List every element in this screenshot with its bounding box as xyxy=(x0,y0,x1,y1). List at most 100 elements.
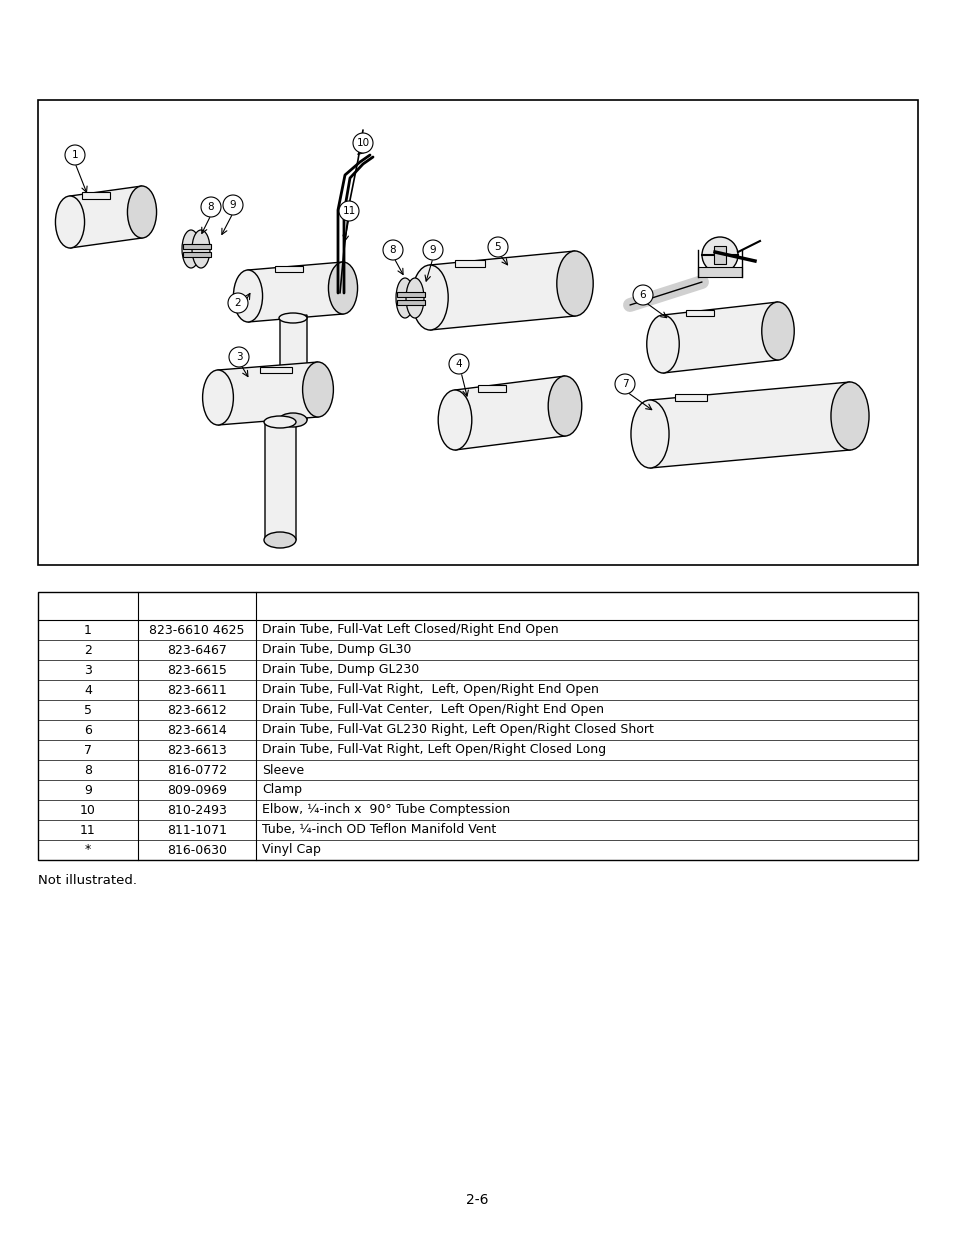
Text: 5: 5 xyxy=(84,704,91,716)
Text: 9: 9 xyxy=(84,783,91,797)
Text: 823-6614: 823-6614 xyxy=(167,724,227,736)
Text: 9: 9 xyxy=(230,200,236,210)
Circle shape xyxy=(382,240,402,261)
Circle shape xyxy=(422,240,442,261)
Circle shape xyxy=(229,347,249,367)
Text: 5: 5 xyxy=(495,242,500,252)
Text: 9: 9 xyxy=(429,245,436,254)
Polygon shape xyxy=(455,375,564,450)
Text: 3: 3 xyxy=(235,352,242,362)
Text: 8: 8 xyxy=(84,763,91,777)
Text: 823-6611: 823-6611 xyxy=(167,683,227,697)
Bar xyxy=(675,394,706,401)
Text: Tube, ¼-inch OD Teflon Manifold Vent: Tube, ¼-inch OD Teflon Manifold Vent xyxy=(262,824,496,836)
Circle shape xyxy=(701,237,738,273)
Text: Drain Tube, Dump GL30: Drain Tube, Dump GL30 xyxy=(262,643,411,657)
Circle shape xyxy=(228,293,248,312)
Bar xyxy=(274,266,303,272)
Text: 823-6612: 823-6612 xyxy=(167,704,227,716)
Bar xyxy=(260,367,292,373)
Text: 8: 8 xyxy=(208,203,214,212)
Circle shape xyxy=(615,374,635,394)
Text: Drain Tube, Dump GL230: Drain Tube, Dump GL230 xyxy=(262,663,418,677)
Circle shape xyxy=(338,201,358,221)
Text: 6: 6 xyxy=(84,724,91,736)
Ellipse shape xyxy=(202,370,233,425)
Polygon shape xyxy=(70,186,142,248)
Bar xyxy=(396,291,424,296)
Polygon shape xyxy=(649,382,849,468)
Text: 7: 7 xyxy=(84,743,91,757)
Ellipse shape xyxy=(302,362,333,417)
Text: 823-6467: 823-6467 xyxy=(167,643,227,657)
Ellipse shape xyxy=(128,186,156,238)
Ellipse shape xyxy=(233,270,262,322)
Text: 2-6: 2-6 xyxy=(465,1193,488,1207)
Text: 816-0772: 816-0772 xyxy=(167,763,227,777)
Text: 823-6613: 823-6613 xyxy=(167,743,227,757)
Text: 10: 10 xyxy=(356,138,369,148)
Ellipse shape xyxy=(395,278,414,317)
Ellipse shape xyxy=(55,196,85,248)
Bar xyxy=(698,267,741,277)
Text: Elbow, ¼-inch x  90° Tube Comptession: Elbow, ¼-inch x 90° Tube Comptession xyxy=(262,804,510,816)
Bar xyxy=(477,385,505,391)
Text: Sleeve: Sleeve xyxy=(262,763,304,777)
Text: 2: 2 xyxy=(234,298,241,308)
Text: 823-6615: 823-6615 xyxy=(167,663,227,677)
Polygon shape xyxy=(662,303,778,373)
Text: Not illustrated.: Not illustrated. xyxy=(38,874,137,887)
Text: 3: 3 xyxy=(84,663,91,677)
Text: *: * xyxy=(85,844,91,857)
Ellipse shape xyxy=(830,382,868,450)
Text: 6: 6 xyxy=(639,290,645,300)
Text: 11: 11 xyxy=(342,206,355,216)
Text: 1: 1 xyxy=(71,149,78,161)
Bar xyxy=(455,261,484,267)
Circle shape xyxy=(353,133,373,153)
Text: 4: 4 xyxy=(84,683,91,697)
Ellipse shape xyxy=(328,262,357,314)
Text: Clamp: Clamp xyxy=(262,783,302,797)
Polygon shape xyxy=(248,262,343,322)
Ellipse shape xyxy=(406,278,423,317)
Ellipse shape xyxy=(630,400,668,468)
Text: Vinyl Cap: Vinyl Cap xyxy=(262,844,320,857)
Text: Drain Tube, Full-Vat Left Closed/Right End Open: Drain Tube, Full-Vat Left Closed/Right E… xyxy=(262,624,558,636)
Bar xyxy=(183,245,211,249)
Text: 816-0630: 816-0630 xyxy=(167,844,227,857)
Text: 1: 1 xyxy=(84,624,91,636)
Circle shape xyxy=(201,198,221,217)
Text: Drain Tube, Full-Vat GL230 Right, Left Open/Right Closed Short: Drain Tube, Full-Vat GL230 Right, Left O… xyxy=(262,724,653,736)
Text: Drain Tube, Full-Vat Right,  Left, Open/Right End Open: Drain Tube, Full-Vat Right, Left, Open/R… xyxy=(262,683,598,697)
Polygon shape xyxy=(218,362,317,425)
Bar xyxy=(38,592,917,860)
Polygon shape xyxy=(280,315,307,420)
Ellipse shape xyxy=(412,266,448,330)
Bar xyxy=(396,300,424,305)
Ellipse shape xyxy=(264,416,295,429)
Ellipse shape xyxy=(182,230,200,268)
Ellipse shape xyxy=(278,312,307,324)
Ellipse shape xyxy=(192,230,210,268)
Ellipse shape xyxy=(278,412,307,427)
Text: 11: 11 xyxy=(80,824,95,836)
Text: Drain Tube, Full-Vat Right, Left Open/Right Closed Long: Drain Tube, Full-Vat Right, Left Open/Ri… xyxy=(262,743,605,757)
Text: 7: 7 xyxy=(621,379,628,389)
Text: 811-1071: 811-1071 xyxy=(167,824,227,836)
Text: 810-2493: 810-2493 xyxy=(167,804,227,816)
Ellipse shape xyxy=(760,303,794,359)
Bar xyxy=(38,100,917,564)
Text: 10: 10 xyxy=(80,804,96,816)
Circle shape xyxy=(488,237,507,257)
Bar xyxy=(82,191,110,199)
Ellipse shape xyxy=(264,532,295,548)
Circle shape xyxy=(449,354,469,374)
Ellipse shape xyxy=(646,315,679,373)
Circle shape xyxy=(65,144,85,165)
Circle shape xyxy=(223,195,243,215)
Bar xyxy=(713,246,725,264)
Ellipse shape xyxy=(548,375,581,436)
Bar xyxy=(183,252,211,257)
Bar xyxy=(685,310,713,316)
